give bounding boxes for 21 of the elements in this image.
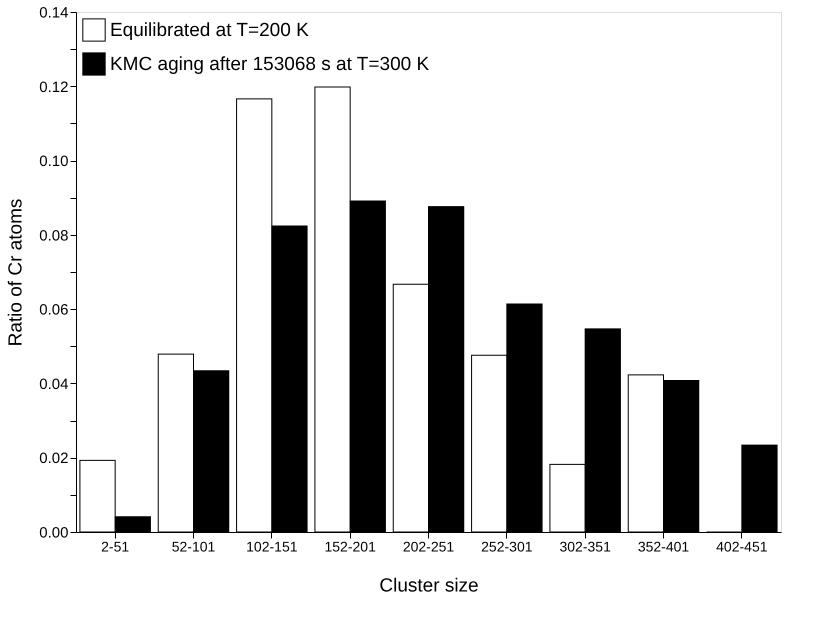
- x-tick-label: 352-401: [638, 538, 690, 554]
- x-tick-label: 202-251: [402, 538, 454, 554]
- y-tick-label: 0.06: [39, 302, 68, 319]
- x-tick-label: 402-451: [716, 538, 768, 554]
- x-tick-label: 302-351: [559, 538, 612, 554]
- y-tick-label: 0.14: [39, 4, 68, 22]
- x-tick-label: 102-151: [246, 538, 298, 554]
- legend-label: KMC aging after 153068 s at T=300 K: [110, 54, 430, 75]
- y-tick-label: 0.00: [39, 524, 68, 542]
- y-tick-label: 0.10: [39, 153, 68, 170]
- x-tick-label: 2-51: [101, 538, 130, 554]
- y-tick-label: 0.02: [39, 450, 68, 468]
- x-tick-label: 152-201: [324, 538, 376, 554]
- x-axis-title: Cluster size: [379, 576, 479, 596]
- legend-label: Equilibrated at T=200 K: [110, 20, 310, 41]
- y-tick-label: 0.08: [39, 227, 68, 244]
- x-tick-label: 252-301: [481, 538, 533, 554]
- x-tick-label: 52-101: [172, 538, 216, 554]
- y-tick-label: 0.04: [39, 376, 68, 393]
- y-tick-label: 0.12: [39, 78, 68, 96]
- y-axis-title: Ratio of Cr atoms: [5, 198, 26, 346]
